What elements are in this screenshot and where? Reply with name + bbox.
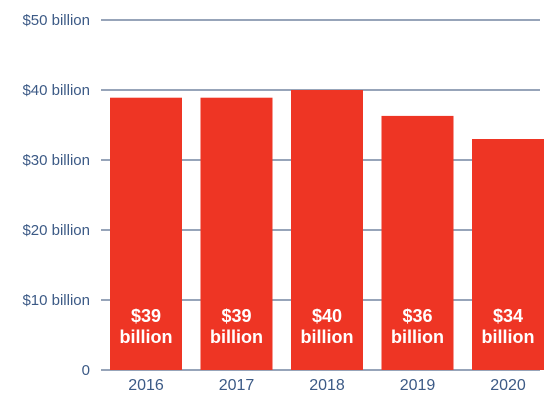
bar-value-label: $39	[131, 306, 161, 326]
y-tick-label: $30 billion	[22, 152, 90, 169]
bar-data-labels: $39billion$39billion$40billion$36billion…	[120, 306, 535, 347]
x-category-label: 2017	[219, 377, 255, 394]
x-category-label: 2016	[128, 377, 164, 394]
bar-unit-label: billion	[391, 327, 444, 347]
x-category-label: 2018	[309, 377, 345, 394]
y-axis-tick-labels: 0 $10 billion $20 billion $30 billion $40 bi…	[22, 12, 90, 379]
bar-2018	[291, 90, 363, 370]
x-category-label: 2019	[400, 377, 436, 394]
bar-value-label: $40	[312, 306, 342, 326]
y-tick-label: $20 billion	[22, 222, 90, 239]
bar-value-label: $34	[493, 306, 523, 326]
bar-2016	[110, 97, 182, 370]
bar-unit-label: billion	[210, 327, 263, 347]
bar-value-label: $36	[402, 306, 432, 326]
bar-2017	[200, 97, 273, 370]
bar-unit-label: billion	[482, 327, 535, 347]
y-tick-label: $10 billion	[22, 292, 90, 309]
x-axis-category-labels: 2016 2017 2018 2019 2020	[128, 377, 526, 394]
y-tick-label: 0	[82, 362, 90, 379]
y-tick-label: $40 billion	[22, 82, 90, 99]
bars	[110, 90, 544, 371]
bar-unit-label: billion	[301, 327, 354, 347]
bar-unit-label: billion	[120, 327, 173, 347]
bar-value-label: $39	[221, 306, 251, 326]
x-category-label: 2020	[490, 377, 526, 394]
bar-2019	[381, 115, 454, 371]
bar-2020	[472, 139, 544, 370]
y-tick-label: $50 billion	[22, 12, 90, 29]
